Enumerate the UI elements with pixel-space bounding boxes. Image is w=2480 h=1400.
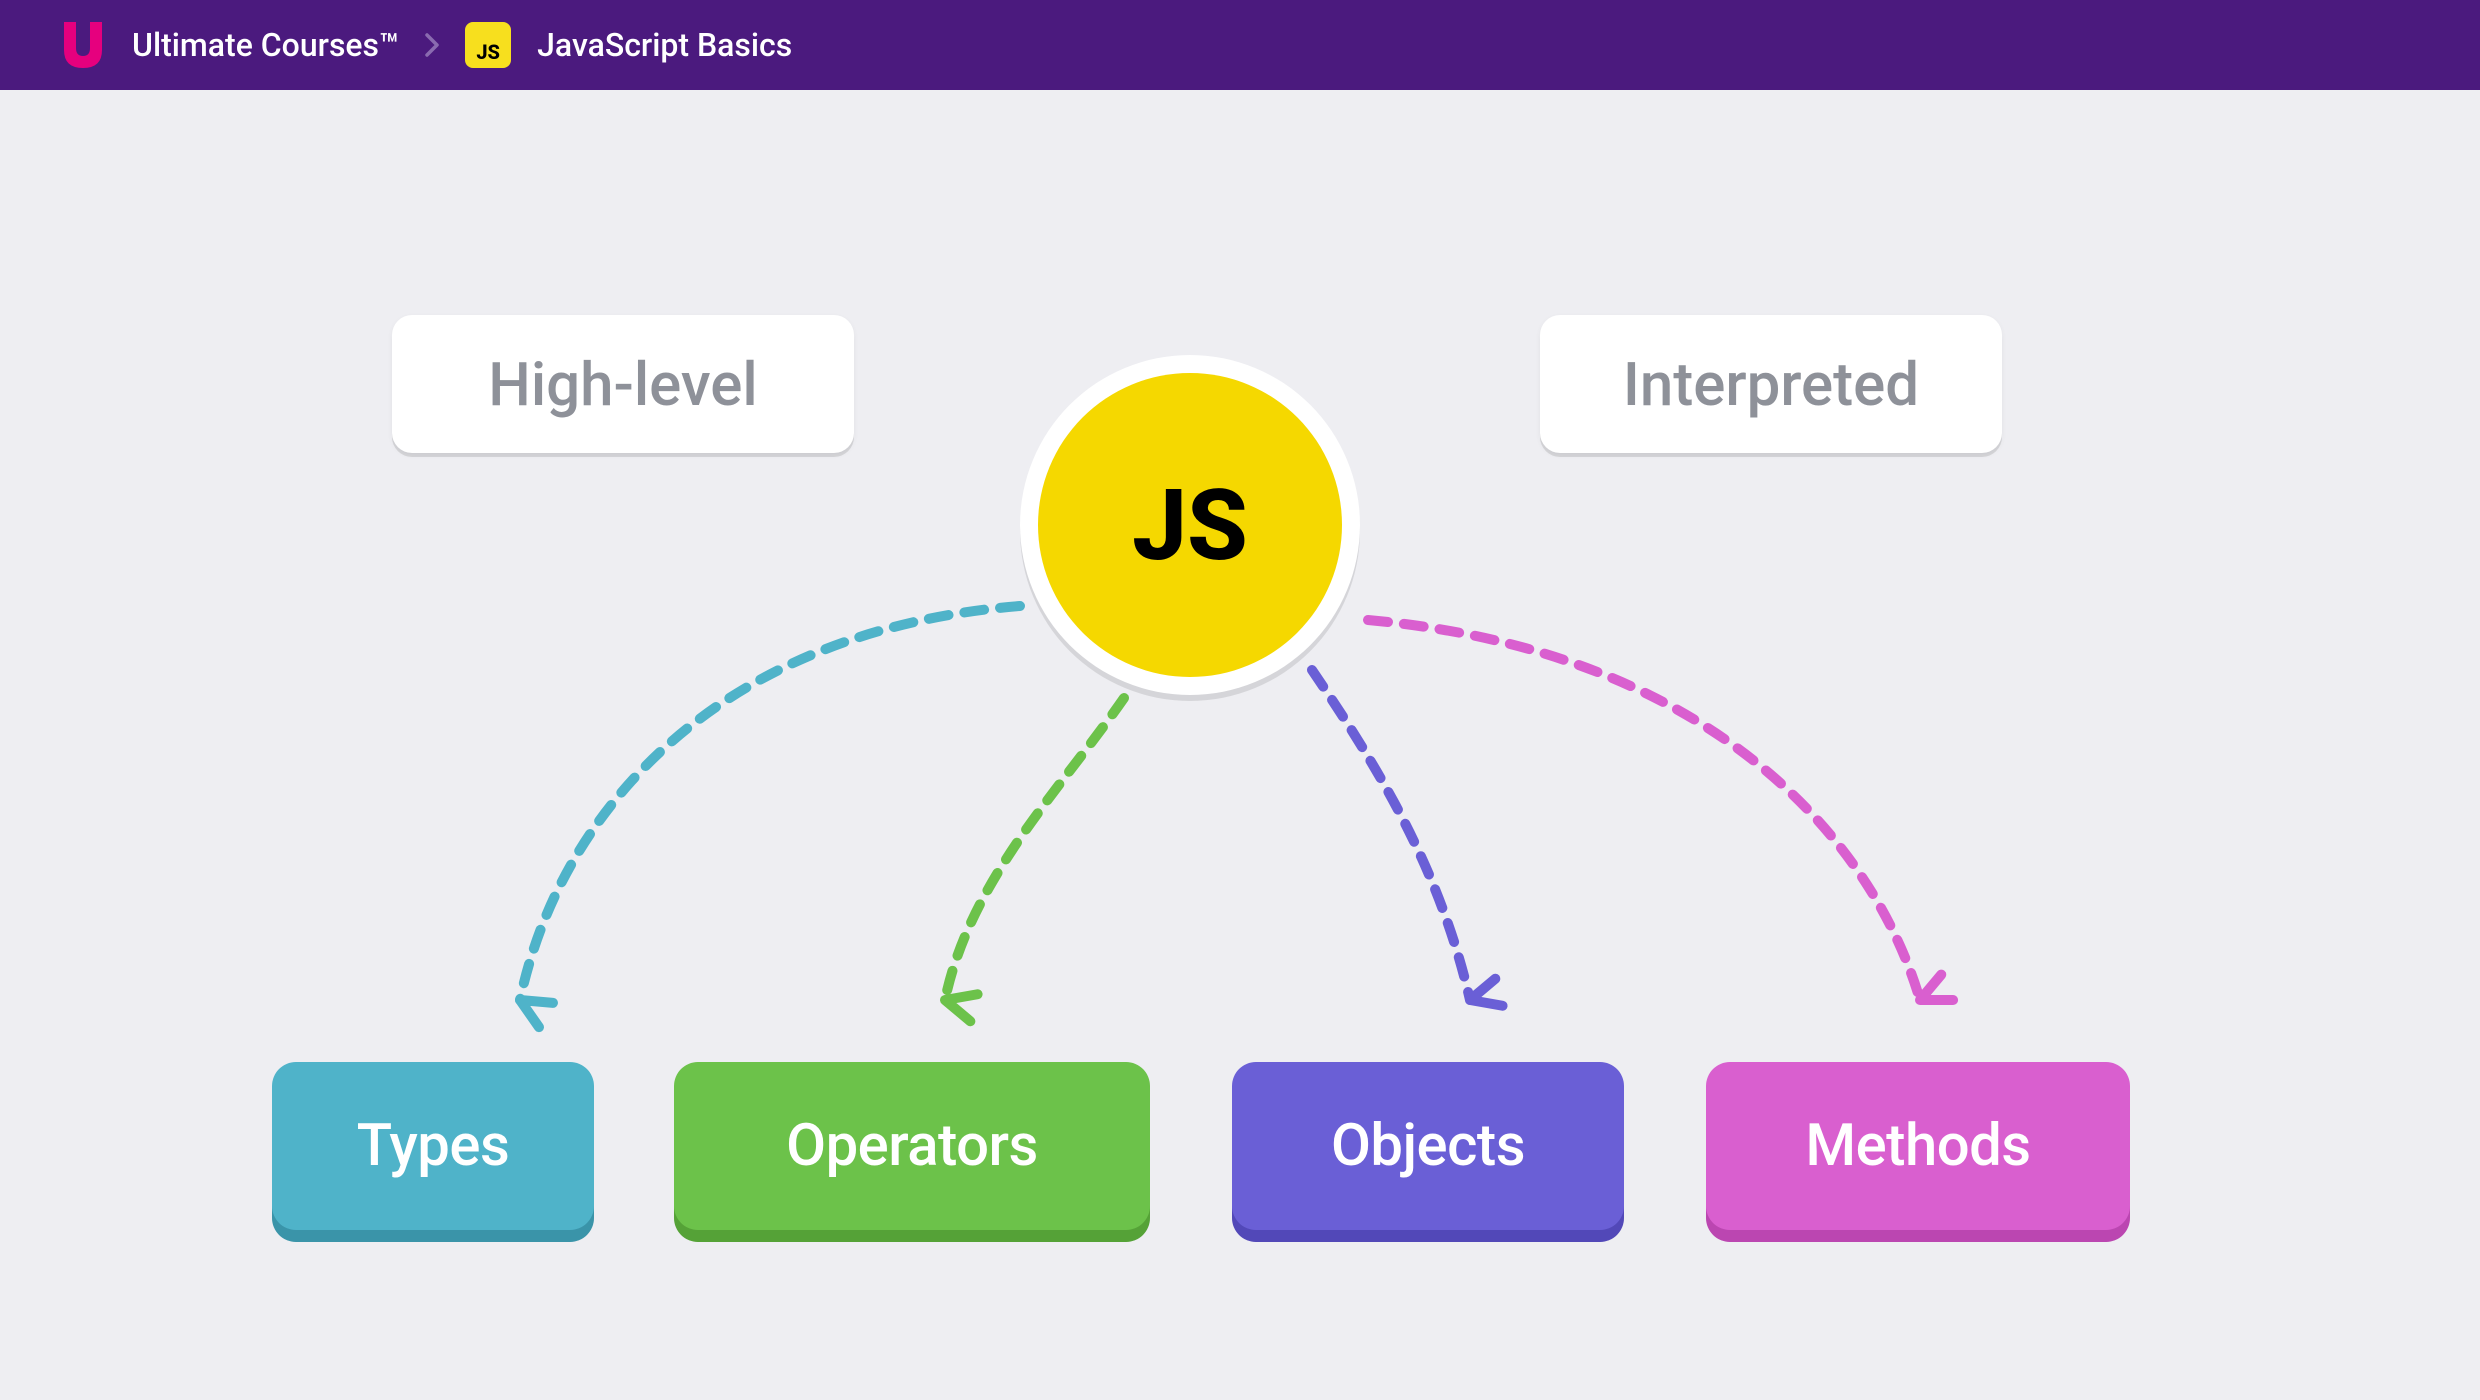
arrow-head bbox=[513, 988, 553, 1027]
concept-box-methods: Methods bbox=[1706, 1062, 2130, 1230]
js-badge-text: JS bbox=[476, 40, 500, 64]
descriptor-high-level-label: High-level bbox=[488, 349, 757, 420]
arrow-path bbox=[1368, 620, 1920, 1000]
arrow-head bbox=[941, 986, 977, 1021]
course-title: JavaScript Basics bbox=[537, 26, 792, 64]
logo-icon bbox=[60, 20, 106, 70]
concept-label: Types bbox=[357, 1112, 510, 1180]
concept-box-objects: Objects bbox=[1232, 1062, 1624, 1230]
descriptor-high-level: High-level bbox=[392, 315, 854, 453]
arrow-path bbox=[520, 606, 1020, 1000]
center-node-inner: JS bbox=[1038, 373, 1342, 677]
arrow-head bbox=[1914, 975, 1953, 1013]
concept-label: Objects bbox=[1331, 1112, 1525, 1180]
center-node: JS bbox=[1020, 355, 1360, 695]
arrow-path bbox=[945, 698, 1124, 1000]
descriptor-interpreted-label: Interpreted bbox=[1623, 349, 1919, 420]
header-bar: Ultimate Courses™ JS JavaScript Basics bbox=[0, 0, 2480, 90]
chevron-right-icon bbox=[425, 33, 439, 57]
arrow-head bbox=[1466, 979, 1502, 1014]
brand-label: Ultimate Courses™ bbox=[132, 26, 399, 64]
descriptor-interpreted: Interpreted bbox=[1540, 315, 2002, 453]
concept-label: Methods bbox=[1805, 1112, 2030, 1180]
js-badge-icon: JS bbox=[465, 22, 511, 68]
concept-label: Operators bbox=[786, 1112, 1038, 1180]
arrow-path bbox=[1312, 670, 1470, 1000]
center-node-label: JS bbox=[1132, 468, 1248, 583]
concept-box-types: Types bbox=[272, 1062, 594, 1230]
concept-box-operators: Operators bbox=[674, 1062, 1150, 1230]
diagram-canvas: High-level Interpreted JS Types Operators… bbox=[0, 90, 2480, 1400]
